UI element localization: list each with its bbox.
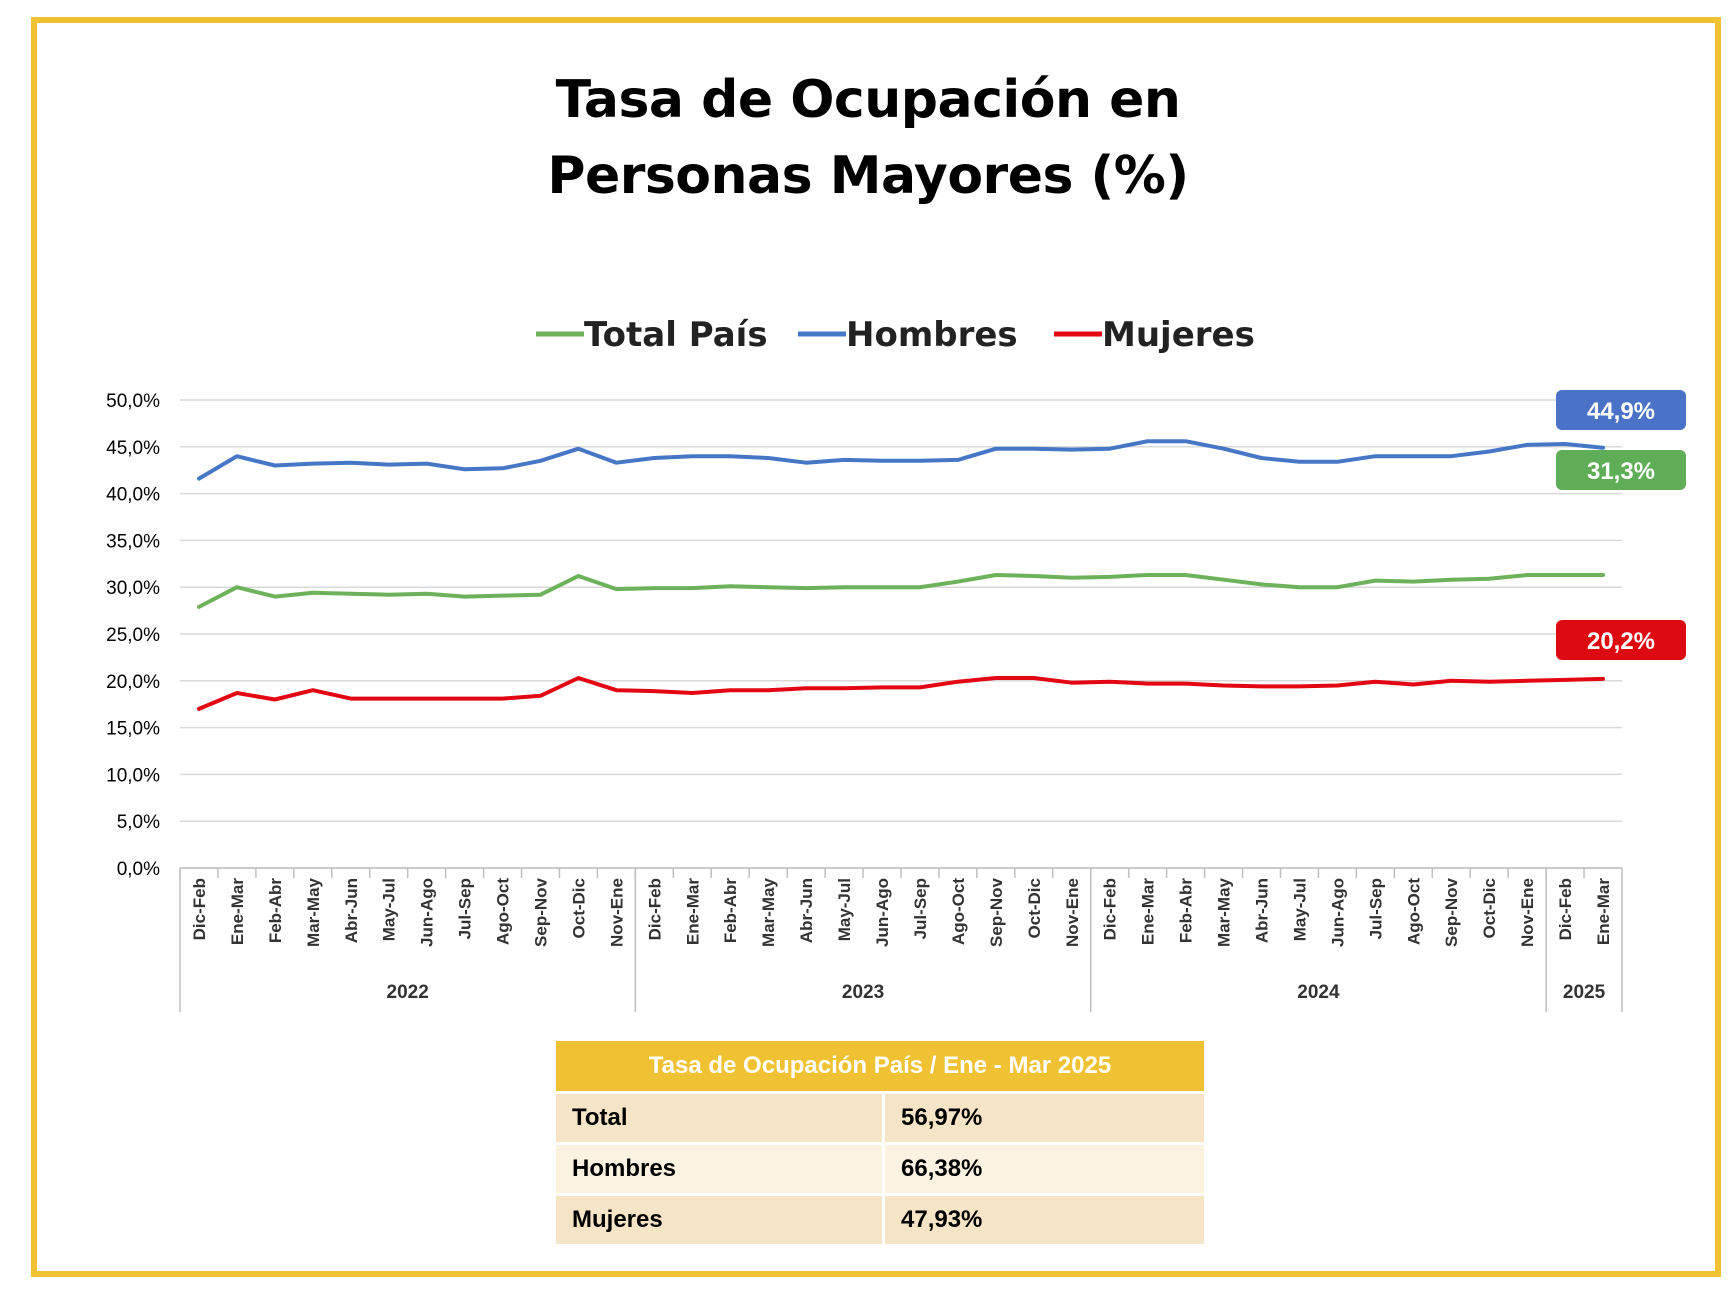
x-tick-label: Dic-Feb <box>645 878 664 940</box>
y-tick-label: 35,0% <box>106 531 160 552</box>
x-tick-label: Mar-May <box>759 877 778 947</box>
x-tick-label: Jun-Ago <box>418 878 437 947</box>
summary-table: Tasa de Ocupación País / Ene - Mar 2025 … <box>556 1041 1204 1244</box>
y-tick-label: 0,0% <box>117 859 160 880</box>
x-tick-label: Ene-Mar <box>228 878 247 945</box>
end-label-badge: 31,3% <box>1556 450 1686 490</box>
x-tick-label: Jul-Sep <box>911 878 930 939</box>
x-tick-label: Abr-Jun <box>342 878 361 943</box>
y-tick-label: 30,0% <box>106 578 160 599</box>
row-label: Hombres <box>556 1142 885 1195</box>
y-tick-label: 10,0% <box>106 765 160 786</box>
x-tick-label: Sep-Nov <box>987 877 1006 947</box>
x-tick-label: Nov-Ene <box>1063 878 1082 947</box>
end-labels: 31,3% 44,9% 20,2% <box>1556 390 1686 660</box>
y-tick-label: 20,0% <box>106 672 160 693</box>
title-line-1: Tasa de Ocupación en <box>555 70 1181 130</box>
year-label: 2024 <box>1297 982 1340 1003</box>
x-tick-label: Sep-Nov <box>1442 877 1461 947</box>
y-tick-label: 5,0% <box>117 812 160 833</box>
table-row: Hombres 66,38% <box>556 1142 1204 1195</box>
x-tick-label: Ago-Oct <box>494 878 513 945</box>
x-tick-label: Jun-Ago <box>1328 878 1347 947</box>
y-tick-label: 50,0% <box>106 391 160 412</box>
x-tick-label: Ene-Mar <box>1139 878 1158 945</box>
row-value: 56,97% <box>883 1091 1204 1144</box>
row-label: Total <box>556 1091 885 1144</box>
chart-title: Tasa de Ocupación en Personas Mayores (%… <box>0 62 1736 214</box>
x-tick-label: Dic-Feb <box>190 878 209 940</box>
y-axis: 0,0% 5,0% 10,0% 15,0% 20,0% 25,0% 30,0% 35,0% 40… <box>106 391 160 880</box>
year-label: 2025 <box>1563 982 1606 1003</box>
badge-text: 20,2% <box>1587 628 1655 655</box>
x-tick-label: Oct-Dic <box>1480 878 1499 938</box>
x-tick-label: Oct-Dic <box>1025 878 1044 938</box>
series-line-total-pa-s <box>197 573 1605 609</box>
series-line-hombres <box>197 439 1605 481</box>
x-tick-label: Nov-Ene <box>607 878 626 947</box>
summary-table-header: Tasa de Ocupación País / Ene - Mar 2025 <box>556 1041 1204 1093</box>
x-tick-label: Feb-Abr <box>1177 878 1196 944</box>
x-tick-label: Ago-Oct <box>949 878 968 945</box>
x-tick-label: May-Jul <box>380 878 399 941</box>
year-label: 2023 <box>842 982 884 1003</box>
x-tick-label: Abr-Jun <box>797 878 816 943</box>
x-tick-label: Jul-Sep <box>456 878 475 939</box>
x-tick-label: Feb-Abr <box>721 878 740 944</box>
y-tick-label: 40,0% <box>106 485 160 506</box>
badge-text: 44,9% <box>1587 398 1655 425</box>
x-tick-label: Feb-Abr <box>266 878 285 944</box>
x-tick-label: Ago-Oct <box>1404 878 1423 945</box>
end-label-badge: 20,2% <box>1556 620 1686 660</box>
badge-box <box>1556 450 1686 490</box>
x-tick-label: Nov-Ene <box>1518 878 1537 947</box>
table-row: Mujeres 47,93% <box>556 1193 1204 1244</box>
end-label-badge: 44,9% <box>1556 390 1686 430</box>
y-tick-label: 45,0% <box>106 438 160 459</box>
x-tick-label: May-Jul <box>835 878 854 941</box>
legend-label: Hombres <box>846 315 1018 355</box>
legend: Total País Hombres Mujeres <box>536 315 1255 355</box>
row-value: 47,93% <box>883 1193 1204 1244</box>
title-line-2: Personas Mayores (%) <box>547 146 1189 206</box>
x-tick-label: Jul-Sep <box>1366 878 1385 939</box>
x-tick-label: Oct-Dic <box>569 878 588 938</box>
row-label: Mujeres <box>556 1193 885 1244</box>
gridlines <box>180 399 1622 869</box>
x-tick-label: Dic-Feb <box>1556 878 1575 940</box>
x-tick-label: Abr-Jun <box>1253 878 1272 943</box>
y-tick-label: 15,0% <box>106 719 160 740</box>
series-line-mujeres <box>197 676 1605 711</box>
x-tick-label: Ene-Mar <box>1594 878 1613 945</box>
badge-box <box>1556 390 1686 430</box>
x-tick-label: Mar-May <box>1215 877 1234 947</box>
x-tick-label: Jun-Ago <box>873 878 892 947</box>
x-tick-label: Ene-Mar <box>683 878 702 945</box>
table-row: Total 56,97% <box>556 1091 1204 1144</box>
x-axis: Dic-Feb Ene-Mar Feb-Abr Mar-May Abr-Jun May-J… <box>179 867 1623 1012</box>
series-lines <box>197 439 1605 711</box>
x-tick-label: Mar-May <box>304 877 323 947</box>
legend-label: Mujeres <box>1102 315 1255 355</box>
x-tick-label: May-Jul <box>1290 878 1309 941</box>
x-tick-label: Sep-Nov <box>532 877 551 947</box>
y-tick-label: 25,0% <box>106 625 160 646</box>
badge-box <box>1556 620 1686 660</box>
legend-label: Total País <box>584 315 768 355</box>
row-value: 66,38% <box>883 1142 1204 1195</box>
badge-text: 31,3% <box>1587 458 1655 485</box>
year-label: 2022 <box>387 982 429 1003</box>
x-tick-label: Dic-Feb <box>1101 878 1120 940</box>
